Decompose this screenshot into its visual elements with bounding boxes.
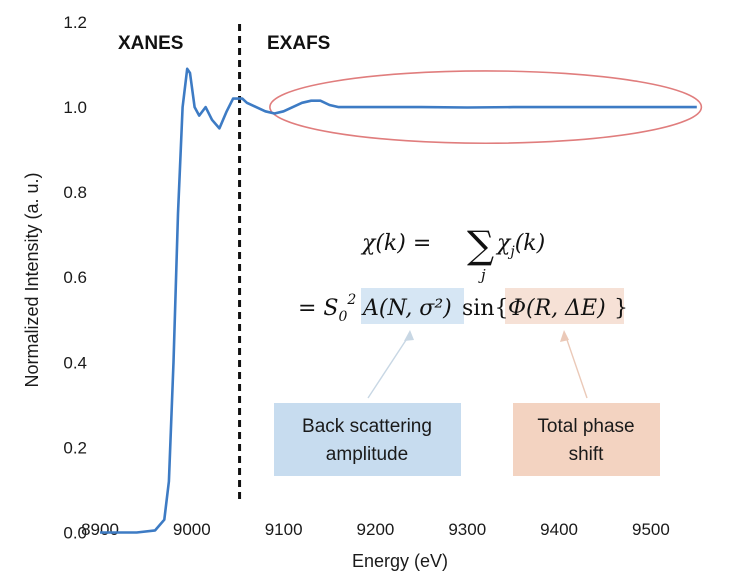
- phase-callout-line2: shift: [569, 444, 605, 465]
- y-axis-ticks: 0.0 0.2 0.4 0.6 0.8 1.0 1.2: [63, 13, 87, 542]
- x-tick-label: 9400: [540, 520, 578, 539]
- y-tick-label: 0.8: [63, 183, 87, 202]
- x-tick-label: 9200: [357, 520, 395, 539]
- x-axis-ticks: 8900 9000 9100 9200 9300 9400 9500: [81, 520, 670, 539]
- eq-chi-j: χ: [495, 231, 512, 256]
- eq-amplitude-term: A(N, σ²): [361, 296, 452, 321]
- amp-pointer-arrow: [367, 333, 411, 399]
- svg-text:χj(k): χj(k): [495, 231, 545, 260]
- eq-chi-j-sub: j: [507, 244, 515, 260]
- eq-close-brace: }: [614, 296, 628, 321]
- y-tick-label: 0.2: [63, 438, 87, 457]
- eq-line2-prefix: = S: [298, 296, 339, 321]
- phase-pointer-head: [560, 330, 569, 342]
- eq-phase-term: Φ(R, ΔE): [508, 296, 606, 321]
- phase-pointer-arrow: [564, 333, 588, 399]
- x-tick-label: 9300: [448, 520, 486, 539]
- eq-s0-sup: 2: [346, 292, 356, 308]
- y-tick-label: 1.0: [63, 98, 87, 117]
- eq-sin: sin{: [462, 296, 509, 321]
- phase-highlight: [505, 288, 624, 324]
- eq-sum-sign: ∑: [467, 223, 494, 267]
- eq-sum-index: j: [478, 266, 486, 284]
- y-axis-label: Normalized Intensity (a. u.): [22, 172, 42, 387]
- amp-highlight: [361, 288, 464, 324]
- x-tick-label: 9100: [265, 520, 303, 539]
- xanes-label: XANES: [118, 33, 183, 54]
- x-tick-label: 9500: [632, 520, 670, 539]
- y-tick-label: 0.6: [63, 268, 87, 287]
- exafs-equation: χ(k) = ∑ j χj(k) = S02 A(N, σ²) sin{ Φ(R…: [298, 223, 628, 325]
- amplitude-callout-line2: amplitude: [326, 444, 408, 465]
- eq-lhs: χ(k) =: [360, 231, 431, 256]
- y-tick-label: 0.4: [63, 353, 87, 372]
- series-line-normalized-intensity: [100, 67, 697, 534]
- x-axis-label: Energy (eV): [352, 551, 448, 571]
- phase-callout-line1: Total phase: [537, 416, 634, 437]
- amplitude-callout-line1: Back scattering: [302, 416, 432, 437]
- svg-text:χ(k) =: χ(k) =: [360, 231, 431, 256]
- y-tick-label: 1.2: [63, 13, 87, 32]
- eq-chi-j-arg: (k): [515, 231, 546, 256]
- amp-pointer-head: [404, 330, 414, 341]
- exafs-oscillation-ellipse: [269, 70, 703, 145]
- svg-text:= S02: = S02: [298, 292, 356, 325]
- phase-callout-box: [513, 403, 660, 476]
- eq-s0-sub: 0: [339, 309, 348, 325]
- x-tick-label: 8900: [81, 520, 119, 539]
- amplitude-callout-box: [274, 403, 461, 476]
- x-tick-label: 9000: [173, 520, 211, 539]
- y-tick-label: 0.0: [63, 523, 87, 542]
- exafs-label: EXAFS: [267, 33, 330, 54]
